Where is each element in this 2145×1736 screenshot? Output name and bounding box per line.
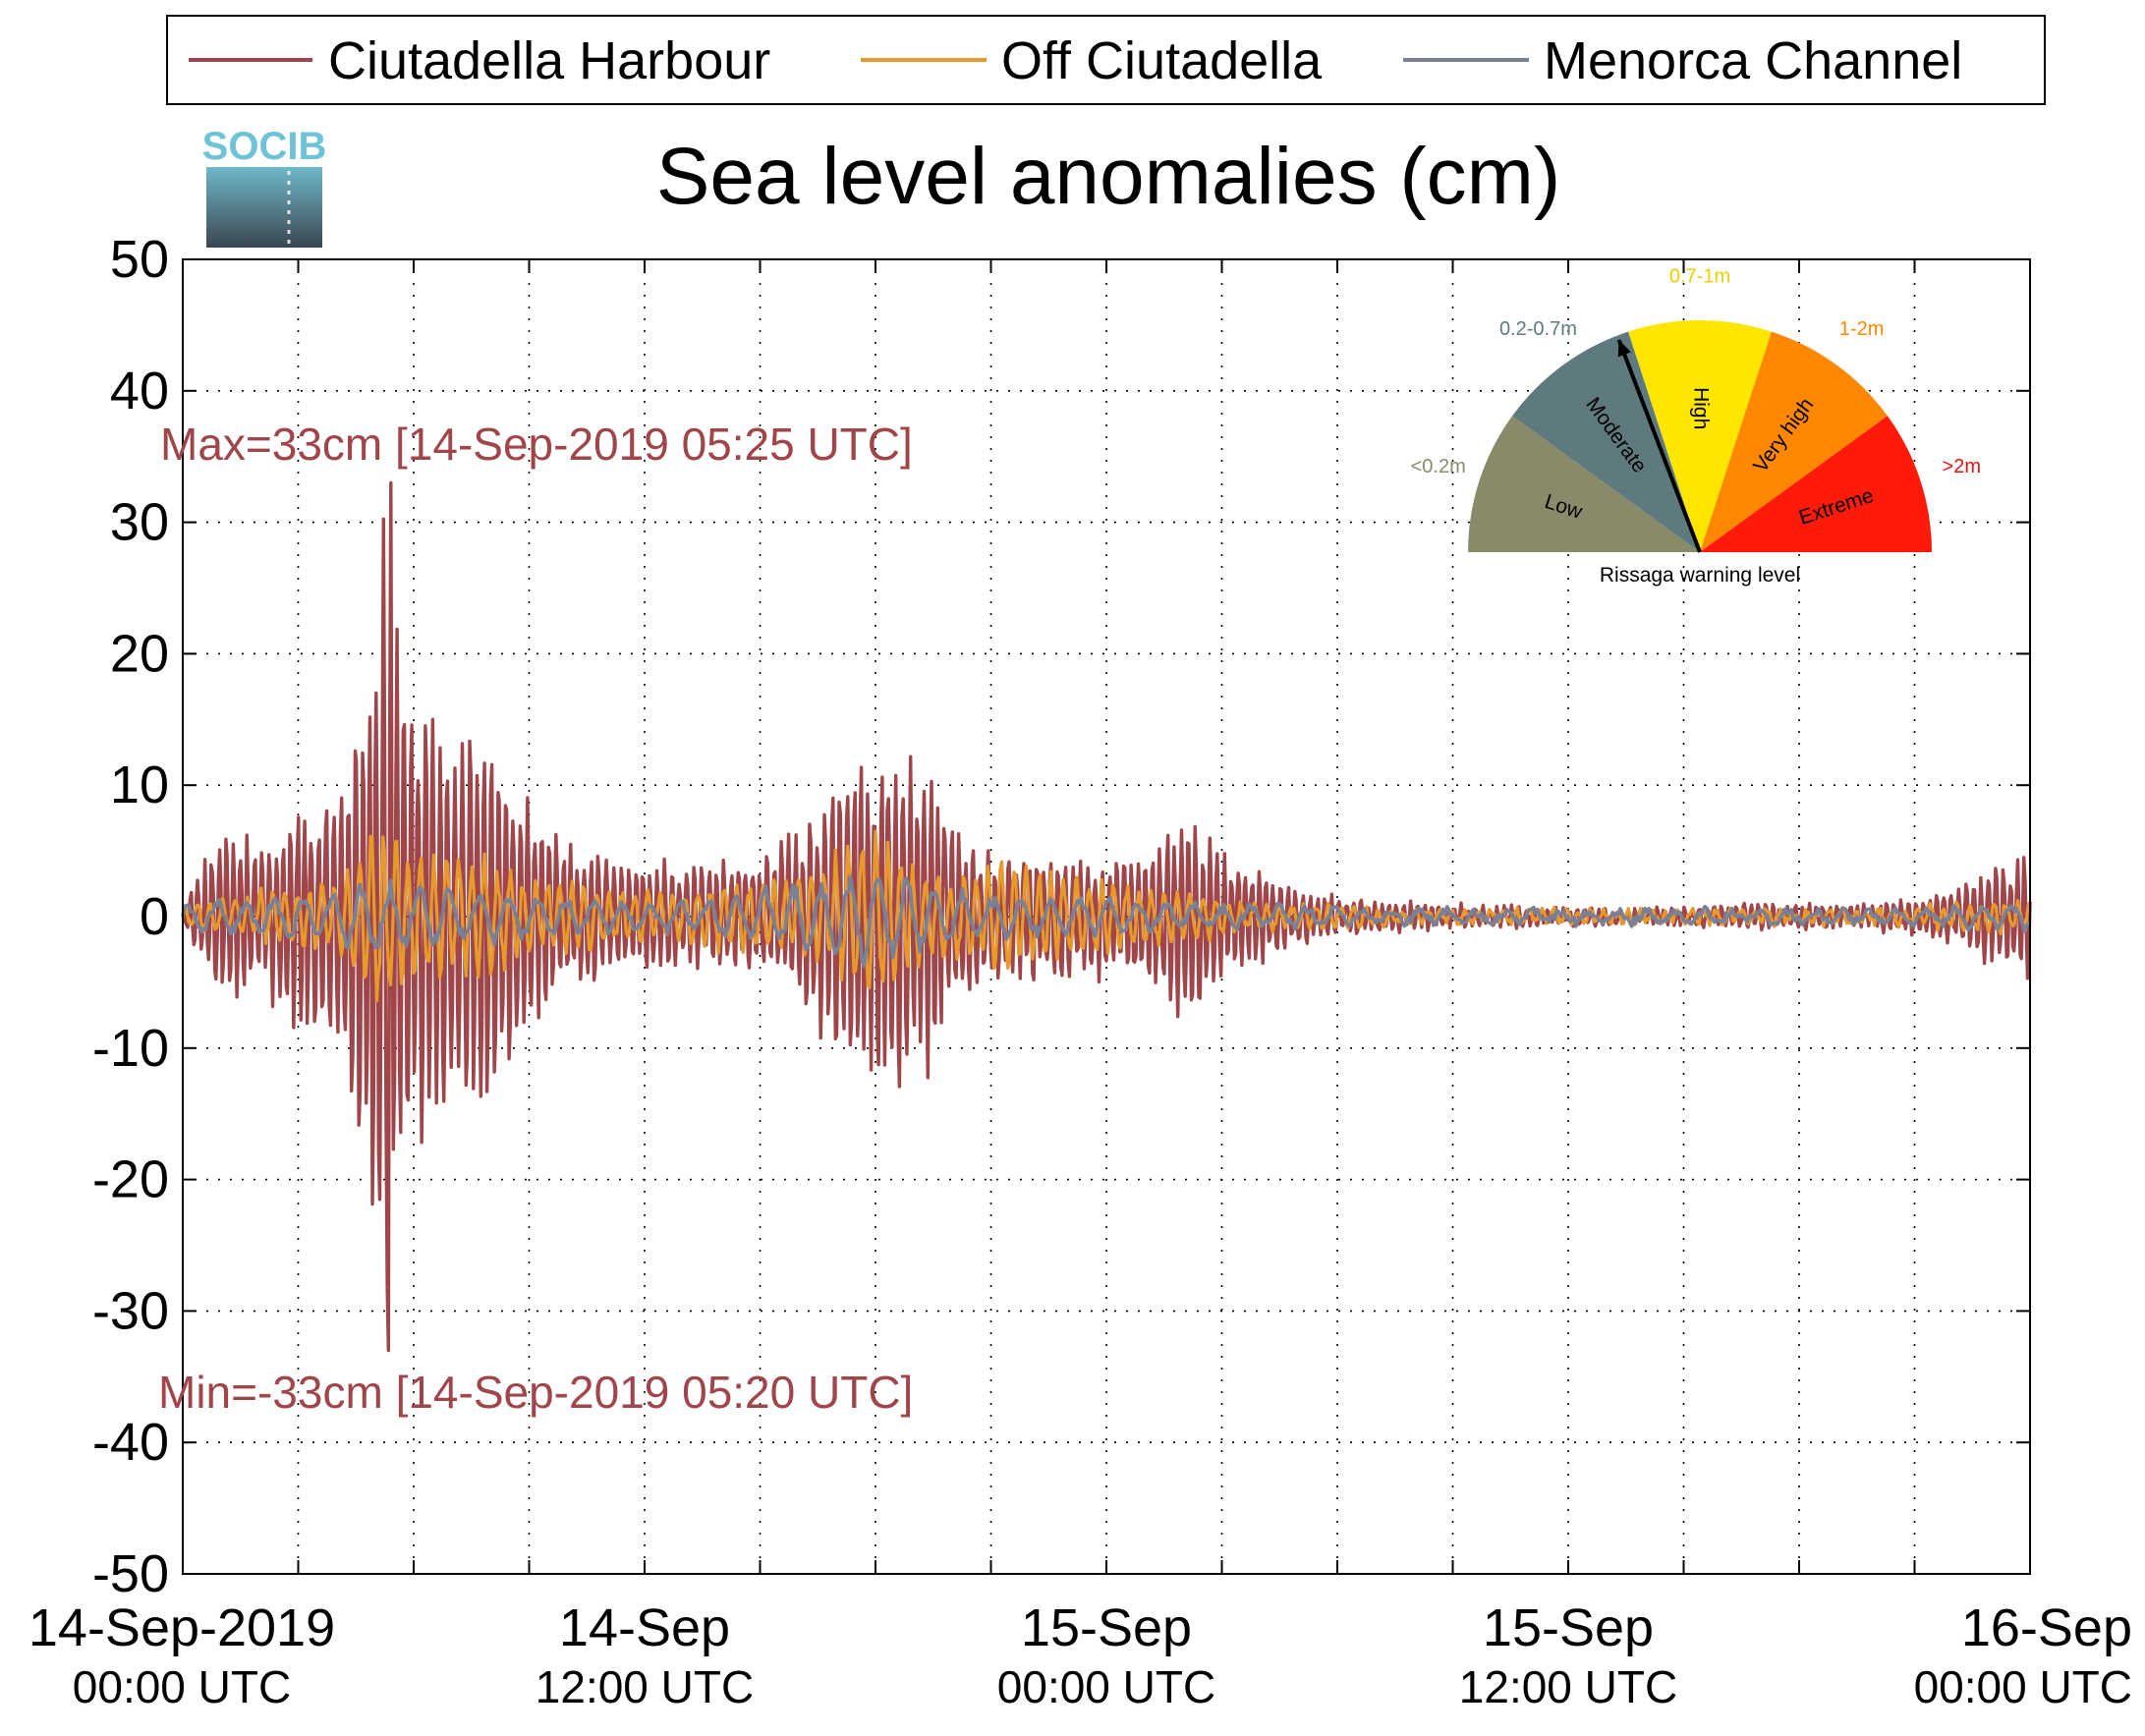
y-tick-label: -20 [92, 1150, 169, 1209]
max-annotation: Max=33cm [14-Sep-2019 05:25 UTC] [160, 419, 913, 470]
x-tick-date-label: 14-Sep-2019 [28, 1598, 335, 1657]
gauge-segment-label: High [1689, 387, 1712, 429]
gauge-segment-low [1468, 416, 1700, 552]
plot-frame [182, 258, 2031, 1575]
gauge-caption: Rissaga warning level [1600, 564, 1800, 587]
gauge-range-label: 1-2m [1839, 318, 1885, 340]
gauge-segment-high [1628, 320, 1772, 552]
y-tick-label: -30 [92, 1281, 169, 1340]
socib-logo: SOCIB [202, 125, 327, 248]
gauge-range-label: <0.2m [1411, 456, 1466, 477]
gauge-range-label: >2m [1943, 456, 1981, 477]
x-tick-time-label: 12:00 UTC [536, 1661, 754, 1712]
x-tick-time-label: 00:00 UTC [1914, 1661, 2132, 1712]
gauge-segment-extreme [1700, 416, 1932, 552]
x-tick-date-label: 15-Sep [1021, 1598, 1192, 1657]
series-line-ciutadella-harbour [181, 480, 2032, 1353]
gauge-needle [1616, 339, 1702, 553]
y-tick-label: 20 [110, 624, 169, 683]
y-tick-label: -50 [92, 1544, 169, 1603]
y-axis: 50 40 30 20 10 0 -10 -20 -30 -40 -50 [92, 230, 2030, 1603]
series-line-menorca-channel [181, 874, 2032, 969]
x-tick-time-label: 00:00 UTC [997, 1661, 1215, 1712]
series-line-off-ciutadella [181, 829, 2031, 1003]
x-tick-time-label: 12:00 UTC [1459, 1661, 1677, 1712]
y-tick-label: -10 [92, 1019, 169, 1078]
series-lines [181, 480, 2032, 1353]
y-tick-label: -40 [92, 1413, 169, 1472]
y-tick-label: 10 [110, 756, 169, 814]
gauge-segment-moderate [1512, 331, 1700, 552]
gauge-needle-arrowhead [1617, 339, 1631, 358]
legend-label-off-ciutadella: Off Ciutadella [1001, 31, 1323, 90]
y-tick-label: 40 [110, 362, 169, 420]
x-tick-date-label: 14-Sep [559, 1598, 730, 1657]
x-tick-time-label: 00:00 UTC [73, 1661, 291, 1712]
gauge-segment-very-high [1700, 331, 1888, 552]
y-tick-label: 0 [140, 887, 169, 946]
legend-label-ciutadella-harbour: Ciutadella Harbour [328, 31, 770, 90]
min-annotation: Min=-33cm [14-Sep-2019 05:20 UTC] [158, 1367, 913, 1418]
gauge-range-label: 0.2-0.7m [1499, 318, 1577, 340]
x-tick-date-label: 15-Sep [1483, 1598, 1654, 1657]
gauge-range-label: 0.7-1m [1669, 265, 1730, 287]
y-tick-label: 50 [110, 230, 169, 289]
x-tick-date-label: 16-Sep [1961, 1598, 2132, 1657]
legend: Ciutadella Harbour Off Ciutadella Menorc… [166, 15, 2046, 105]
logo-text: SOCIB [202, 125, 327, 168]
y-tick-label: 30 [110, 493, 169, 552]
legend-label-menorca-channel: Menorca Channel [1544, 31, 1962, 90]
chart-title: Sea level anomalies (cm) [656, 132, 1561, 221]
